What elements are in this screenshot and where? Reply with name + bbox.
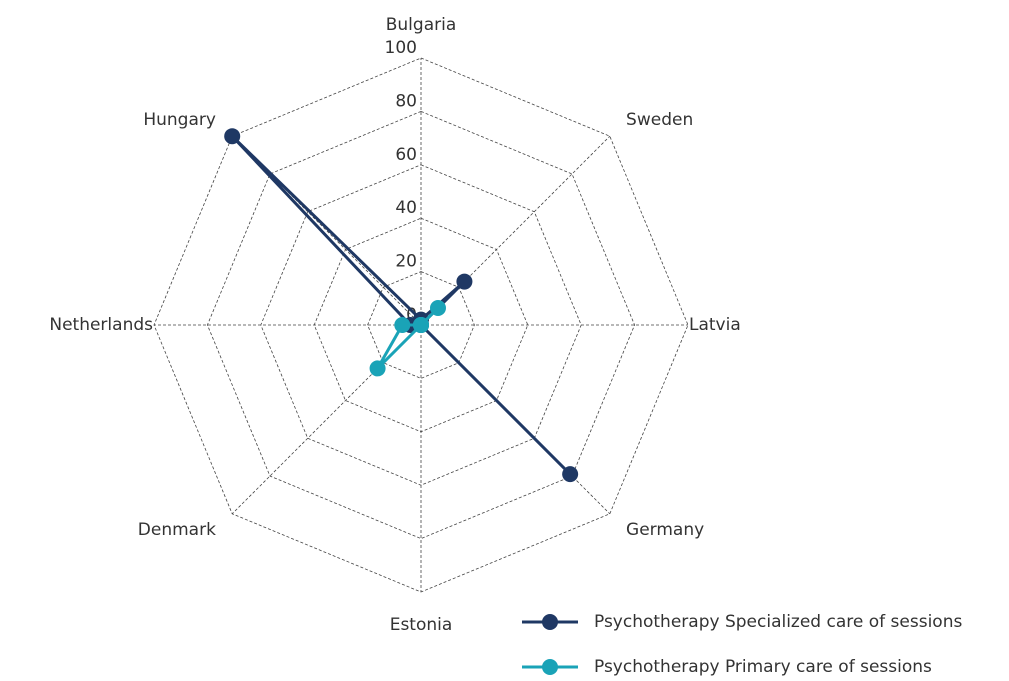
category-label: Hungary	[143, 110, 216, 130]
category-label: Sweden	[626, 110, 693, 130]
series-line	[231, 135, 572, 476]
spoke	[231, 324, 422, 515]
tick-label: 0	[406, 305, 417, 325]
series-point	[369, 360, 386, 377]
tick-label: 80	[395, 91, 417, 111]
tick-label: 60	[395, 145, 417, 165]
category-label: Estonia	[390, 615, 453, 635]
category-label: Denmark	[138, 520, 216, 540]
series-point	[224, 128, 241, 145]
series-point	[562, 466, 579, 483]
series-point	[413, 317, 429, 333]
series-point	[429, 300, 446, 317]
legend-label: Psychotherapy Primary care of sessions	[594, 657, 932, 677]
legend-marker	[542, 659, 558, 675]
grid-ring	[367, 271, 475, 379]
category-label: Netherlands	[49, 315, 153, 335]
category-label: Bulgaria	[386, 15, 457, 35]
legend-marker	[542, 614, 558, 630]
series-point	[456, 273, 473, 290]
category-label: Latvia	[689, 315, 741, 335]
legend-label: Psychotherapy Specialized care of sessio…	[594, 612, 962, 632]
tick-label: 40	[395, 198, 417, 218]
spoke	[420, 135, 611, 326]
spoke	[420, 324, 611, 515]
series-point	[394, 317, 411, 333]
category-label: Germany	[626, 520, 704, 540]
tick-label: 20	[395, 252, 417, 272]
grid-ring	[206, 110, 636, 540]
tick-label: 100	[385, 38, 417, 58]
